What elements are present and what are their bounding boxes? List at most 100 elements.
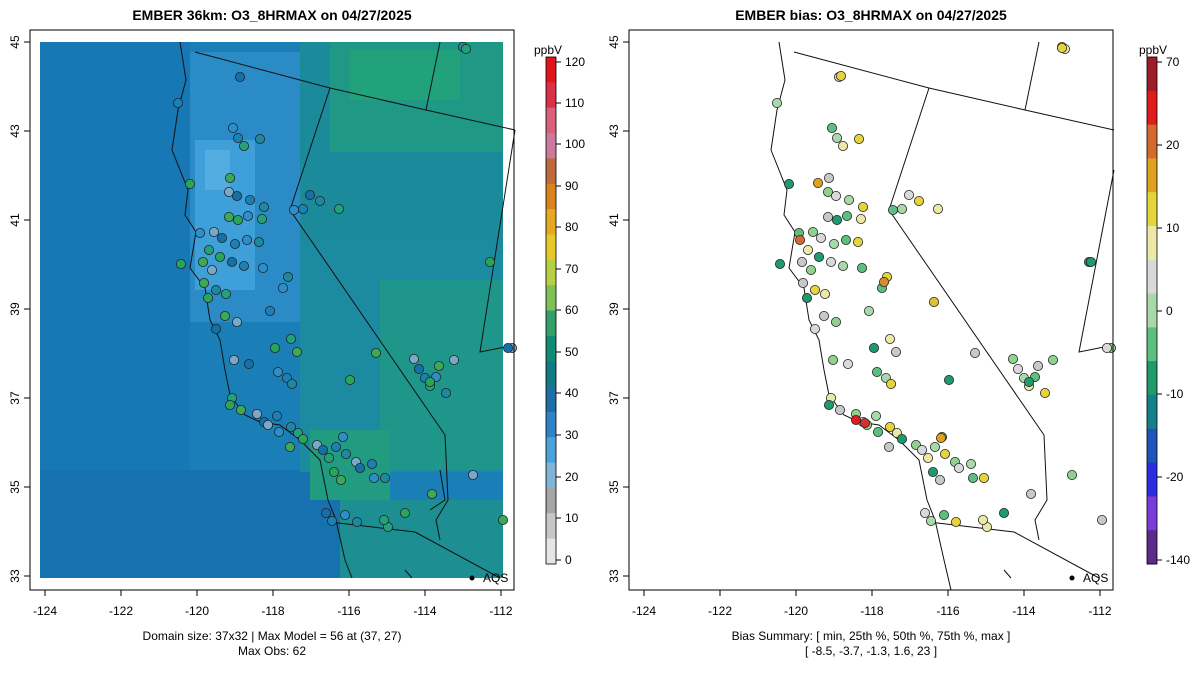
bias-site-marker [835, 404, 846, 415]
left-observation-sites [172, 42, 517, 533]
observation-site-marker [210, 323, 221, 334]
observation-site-marker [351, 517, 362, 528]
colorbar-swatch [1147, 293, 1157, 328]
bias-site-marker [1067, 469, 1078, 480]
bias-site-marker [829, 238, 840, 249]
left-colorbar-unit: ppbV [534, 43, 562, 57]
observation-site-marker [335, 474, 346, 485]
observation-site-marker [408, 353, 419, 364]
observation-site-marker [172, 98, 183, 109]
bias-site-marker [1102, 342, 1113, 353]
observation-site-marker [328, 466, 339, 477]
observation-site-marker [317, 444, 328, 455]
colorbar-swatch [546, 209, 556, 235]
y-tick-label: 43 [8, 124, 22, 138]
y-tick-label: 43 [607, 124, 621, 138]
bias-site-marker [803, 244, 814, 255]
left-panel-title: EMBER 36km: O3_8HRMAX on 04/27/2025 [132, 7, 412, 23]
bias-site-marker [1013, 363, 1024, 374]
observation-site-marker [242, 210, 253, 221]
bias-site-marker [857, 262, 868, 273]
bias-site-marker [841, 234, 852, 245]
colorbar-swatch [546, 183, 556, 210]
right-footer-line-1: Bias Summary: [ min, 25th %, 50th %, 75t… [732, 629, 1011, 643]
observation-site-marker [366, 458, 377, 469]
bias-site-marker [824, 172, 835, 183]
colorbar-swatch [546, 411, 556, 438]
bias-site-marker [920, 507, 931, 518]
observation-site-marker [251, 408, 262, 419]
colorbar-swatch [546, 361, 556, 388]
observation-site-marker [224, 399, 235, 410]
bias-site-marker [814, 251, 825, 262]
observation-site-marker [344, 374, 355, 385]
bias-site-marker [929, 296, 940, 307]
bias-site-marker [823, 186, 834, 197]
bias-site-marker [928, 466, 939, 477]
observation-site-marker [264, 305, 275, 316]
bias-site-marker [838, 260, 849, 271]
bias-site-marker [968, 472, 979, 483]
bias-site-marker [884, 441, 895, 452]
bias-site-marker [978, 515, 989, 526]
colorbar-tick-label: 0 [1166, 304, 1173, 318]
bias-site-marker [954, 462, 965, 473]
observation-site-marker [285, 421, 296, 432]
bias-site-marker [864, 305, 875, 316]
colorbar-swatch [1147, 327, 1157, 362]
colorbar-tick-label: 70 [565, 262, 579, 276]
observation-site-marker [333, 203, 344, 214]
colorbar-swatch [1147, 226, 1157, 261]
colorbar-tick-label: 120 [565, 55, 585, 69]
observation-site-marker [238, 260, 249, 271]
observation-site-marker [297, 433, 308, 444]
y-tick-label: 33 [607, 569, 621, 583]
bias-site-marker [826, 256, 837, 267]
observation-site-marker [323, 452, 334, 463]
x-tick-label: -116 [337, 604, 360, 618]
bias-site-marker [819, 310, 830, 321]
colorbar-tick-label: 10 [565, 511, 579, 525]
left-x-axis: -124 -122 -120 -118 -116 -114 -112 [33, 590, 513, 618]
left-y-axis: 45 43 41 39 37 35 33 [8, 35, 30, 583]
right-x-axis: -124 -122 -120 -118 -116 -114 -112 [632, 590, 1112, 618]
bias-site-marker [936, 432, 947, 443]
observation-site-marker [203, 244, 214, 255]
right-y-axis: 45 43 41 39 37 35 33 [607, 35, 629, 583]
bias-site-marker [832, 214, 843, 225]
observation-site-marker [379, 472, 390, 483]
colorbar-swatch [1147, 530, 1157, 565]
bias-site-marker [873, 426, 884, 437]
bias-site-marker [797, 256, 808, 267]
colorbar-swatch [1147, 90, 1157, 126]
observation-site-marker [424, 376, 435, 387]
bias-site-marker [879, 276, 890, 287]
right-observation-sites [772, 42, 1117, 533]
colorbar-tick-label: 20 [1166, 138, 1180, 152]
bias-site-marker [923, 452, 934, 463]
y-tick-label: 41 [8, 213, 22, 227]
observation-site-marker [337, 431, 348, 442]
bias-site-marker [802, 292, 813, 303]
colorbar-swatch [546, 487, 556, 514]
observation-site-marker [220, 288, 231, 299]
observation-site-marker [210, 284, 221, 295]
observation-site-marker [262, 419, 273, 430]
coastline-and-borders [171, 41, 516, 579]
bias-site-marker [860, 417, 871, 428]
y-tick-label: 37 [8, 391, 22, 405]
observation-site-marker [232, 132, 243, 143]
x-tick-label: -118 [261, 604, 284, 618]
left-footer-line-1: Domain size: 37x32 | Max Model = 56 at (… [143, 629, 402, 643]
colorbar-swatch [546, 82, 556, 109]
bias-site-marker [966, 458, 977, 469]
observation-site-marker [257, 262, 268, 273]
x-tick-label: -120 [185, 604, 209, 618]
observation-site-marker [197, 256, 208, 267]
bias-site-marker [1008, 353, 1019, 364]
bias-site-marker [871, 410, 882, 421]
colorbar-tick-label: 10 [1166, 221, 1180, 235]
aqs-legend-marker-bias [1069, 575, 1075, 581]
observation-site-marker [291, 346, 302, 357]
